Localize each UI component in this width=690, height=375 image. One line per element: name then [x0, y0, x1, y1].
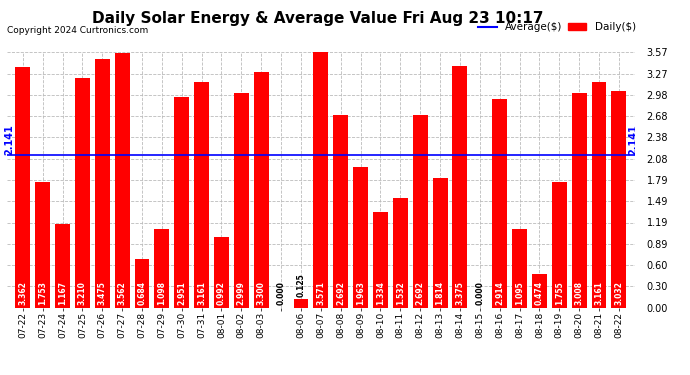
Text: 2.141: 2.141 [628, 124, 638, 154]
Bar [552, 182, 566, 308]
Text: 1.963: 1.963 [356, 282, 365, 305]
Text: 2.692: 2.692 [336, 282, 345, 305]
Bar [115, 53, 130, 307]
Text: 0.125: 0.125 [297, 273, 306, 297]
Text: Daily Solar Energy & Average Value Fri Aug 23 10:17: Daily Solar Energy & Average Value Fri A… [92, 11, 543, 26]
Bar [433, 178, 448, 308]
Text: 0.684: 0.684 [137, 281, 146, 305]
Text: 1.167: 1.167 [58, 281, 67, 305]
Bar [15, 68, 30, 308]
Text: 2.914: 2.914 [495, 282, 504, 305]
Bar [512, 229, 527, 308]
Text: 0.000: 0.000 [475, 282, 484, 305]
Bar [572, 93, 586, 308]
Text: 1.098: 1.098 [157, 281, 166, 305]
Text: 3.562: 3.562 [118, 282, 127, 305]
Bar [333, 115, 348, 308]
Text: 2.141: 2.141 [4, 124, 14, 154]
Text: 2.951: 2.951 [177, 282, 186, 305]
Text: 3.161: 3.161 [595, 282, 604, 305]
Text: Copyright 2024 Curtronics.com: Copyright 2024 Curtronics.com [7, 26, 148, 35]
Bar [413, 115, 428, 308]
Text: 3.375: 3.375 [455, 282, 464, 305]
Bar [313, 53, 328, 308]
Bar [75, 78, 90, 308]
Text: 0.474: 0.474 [535, 281, 544, 305]
Bar [35, 182, 50, 308]
Text: 2.692: 2.692 [415, 282, 425, 305]
Bar [135, 259, 150, 308]
Bar [611, 91, 627, 308]
Text: 1.334: 1.334 [376, 282, 385, 305]
Text: 1.814: 1.814 [435, 281, 444, 305]
Text: 1.755: 1.755 [555, 282, 564, 305]
Bar [254, 72, 268, 308]
Text: 1.095: 1.095 [515, 282, 524, 305]
Bar [293, 298, 308, 307]
Text: 1.532: 1.532 [396, 282, 405, 305]
Text: 2.999: 2.999 [237, 282, 246, 305]
Bar [492, 99, 507, 308]
Text: 0.992: 0.992 [217, 282, 226, 305]
Text: 3.032: 3.032 [614, 282, 623, 305]
Text: 3.300: 3.300 [257, 282, 266, 305]
Text: 3.210: 3.210 [78, 282, 87, 305]
Legend: Average($), Daily($): Average($), Daily($) [474, 18, 640, 37]
Bar [214, 237, 229, 308]
Text: 3.008: 3.008 [575, 281, 584, 305]
Text: 1.753: 1.753 [38, 282, 47, 305]
Bar [373, 212, 388, 308]
Bar [353, 167, 368, 308]
Text: 0.000: 0.000 [277, 282, 286, 305]
Bar [55, 224, 70, 308]
Bar [95, 59, 110, 308]
Text: 3.571: 3.571 [316, 282, 326, 305]
Bar [393, 198, 408, 308]
Bar [175, 97, 189, 308]
Bar [591, 82, 607, 308]
Bar [234, 93, 249, 308]
Text: 3.475: 3.475 [98, 282, 107, 305]
Bar [155, 229, 169, 308]
Bar [453, 66, 467, 308]
Text: 3.362: 3.362 [19, 282, 28, 305]
Bar [532, 274, 547, 308]
Text: 3.161: 3.161 [197, 282, 206, 305]
Bar [194, 82, 209, 308]
